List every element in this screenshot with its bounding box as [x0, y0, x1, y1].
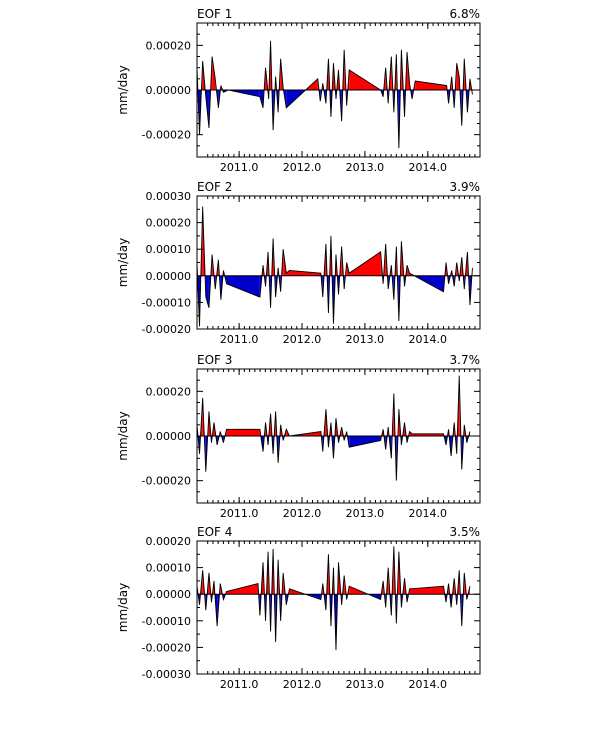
positive-area — [456, 63, 460, 90]
y-axis-title: mm/day — [116, 65, 130, 115]
y-tick-label: 0.00000 — [146, 84, 192, 97]
x-tick-label: 2013.0 — [346, 507, 385, 520]
panel-title: EOF 2 — [197, 180, 232, 194]
negative-area — [349, 436, 381, 448]
series-line — [196, 40, 473, 149]
y-tick-label: 0.00020 — [146, 39, 192, 52]
x-tick-label: 2012.0 — [283, 678, 322, 691]
variance-label: 3.7% — [450, 353, 481, 367]
y-tick-label: 0.00030 — [146, 190, 192, 203]
series-line — [196, 375, 471, 481]
eof-panel-4: 0.00020 0.00010 0.00000 -0.00010 -0.00020 -0.… — [116, 525, 481, 691]
negative-area — [205, 275, 209, 308]
positive-area — [409, 586, 444, 595]
panel-title: EOF 4 — [197, 525, 232, 539]
x-tick-label: 2011.0 — [220, 161, 259, 174]
y-tick-label: -0.00020 — [142, 475, 191, 488]
x-tick-label: 2013.0 — [346, 333, 385, 346]
y-tick-label: 0.00010 — [146, 243, 192, 256]
negative-area — [259, 90, 264, 108]
y-tick-label: -0.00010 — [142, 296, 191, 309]
positive-area — [226, 583, 259, 595]
x-tick-label: 2012.0 — [283, 161, 322, 174]
x-tick-label: 2014.0 — [409, 333, 448, 346]
series-line — [196, 206, 473, 327]
y-tick-label: -0.00010 — [142, 615, 191, 628]
x-tick-label: 2011.0 — [220, 678, 259, 691]
plot-frame — [196, 195, 481, 330]
y-axis-title: mm/day — [116, 411, 130, 461]
y-tick-label: 0.00000 — [146, 430, 192, 443]
x-tick-label: 2011.0 — [220, 507, 259, 520]
variance-label: 3.5% — [450, 525, 481, 539]
y-tick-label: -0.00020 — [142, 323, 191, 336]
x-tick-label: 2014.0 — [409, 678, 448, 691]
y-axis-title: mm/day — [116, 238, 130, 288]
positive-area — [412, 433, 444, 436]
positive-area — [349, 251, 381, 276]
panel-title: EOF 3 — [197, 353, 232, 367]
y-axis-title: mm/day — [116, 583, 130, 633]
eof-panel-3: 0.00020 0.00000 -0.00020 2011.0 2012.0 2013.0… — [116, 353, 481, 520]
x-tick-label: 2012.0 — [283, 333, 322, 346]
y-tick-label: 0.00010 — [146, 562, 192, 575]
panel-title: EOF 1 — [197, 7, 232, 21]
eof-panel-2: 0.00030 0.00020 0.00010 0.00000 -0.00010 -0.0… — [116, 180, 481, 346]
eof-panel-1: 0.00020 0.00000 -0.00020 2011.0 2012.0 2013.0… — [116, 7, 481, 174]
y-tick-label: 0.00020 — [146, 535, 192, 548]
positive-area — [415, 81, 447, 90]
x-tick-label: 2014.0 — [409, 507, 448, 520]
series-line — [196, 546, 471, 651]
positive-area — [286, 270, 290, 276]
positive-area — [226, 429, 260, 436]
y-tick-label: -0.00030 — [142, 668, 191, 681]
variance-label: 6.8% — [450, 7, 481, 21]
y-tick-label: 0.00000 — [146, 588, 192, 601]
y-tick-label: -0.00020 — [142, 641, 191, 654]
y-tick-label: -0.00020 — [142, 129, 191, 142]
x-tick-label: 2011.0 — [220, 333, 259, 346]
x-tick-label: 2014.0 — [409, 161, 448, 174]
y-tick-label: 0.00000 — [146, 270, 192, 283]
y-tick-label: 0.00020 — [146, 217, 192, 230]
negative-area — [226, 275, 260, 298]
x-tick-label: 2013.0 — [346, 678, 385, 691]
variance-label: 3.9% — [450, 180, 481, 194]
x-tick-label: 2012.0 — [283, 507, 322, 520]
x-tick-label: 2013.0 — [346, 161, 385, 174]
plot-frame — [196, 540, 481, 675]
positive-area — [289, 270, 321, 276]
y-tick-label: 0.00020 — [146, 385, 192, 398]
